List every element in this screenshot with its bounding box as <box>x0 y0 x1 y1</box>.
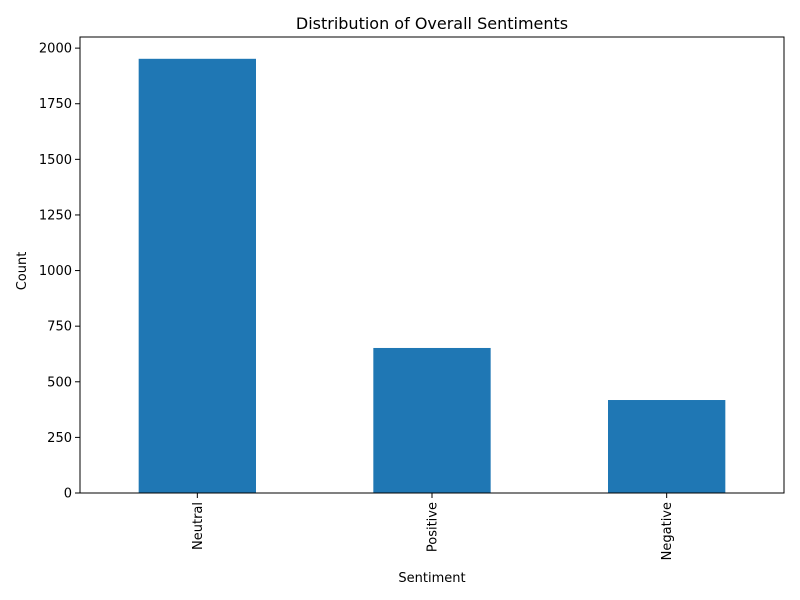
y-tick-label-500: 500 <box>47 375 72 390</box>
y-tick-label-1750: 1750 <box>39 97 72 112</box>
bar-positive <box>373 347 491 493</box>
plot-frame <box>79 36 785 494</box>
x-tick-label-negative: Negative <box>660 502 675 560</box>
x-axis-label: Sentiment <box>398 571 465 586</box>
y-axis-label: Count <box>15 252 30 291</box>
bar-negative <box>608 400 726 493</box>
y-tick-label-1250: 1250 <box>39 208 72 223</box>
y-tick-label-1000: 1000 <box>39 264 72 279</box>
y-axis: 0 250 500 750 1000 1250 1500 1750 2000 <box>39 42 80 502</box>
y-tick-label-2000: 2000 <box>39 42 72 57</box>
bar-neutral <box>138 58 256 494</box>
x-tick-label-positive: Positive <box>426 502 441 552</box>
plot-area <box>138 58 726 494</box>
y-tick-label-750: 750 <box>47 320 72 335</box>
x-axis: Neutral Positive Negative <box>191 493 675 560</box>
chart-title: Distribution of Overall Sentiments <box>296 14 568 33</box>
x-tick-label-neutral: Neutral <box>191 502 206 550</box>
y-tick-label-0: 0 <box>64 487 72 502</box>
y-tick-label-250: 250 <box>47 431 72 446</box>
y-tick-label-1500: 1500 <box>39 153 72 168</box>
